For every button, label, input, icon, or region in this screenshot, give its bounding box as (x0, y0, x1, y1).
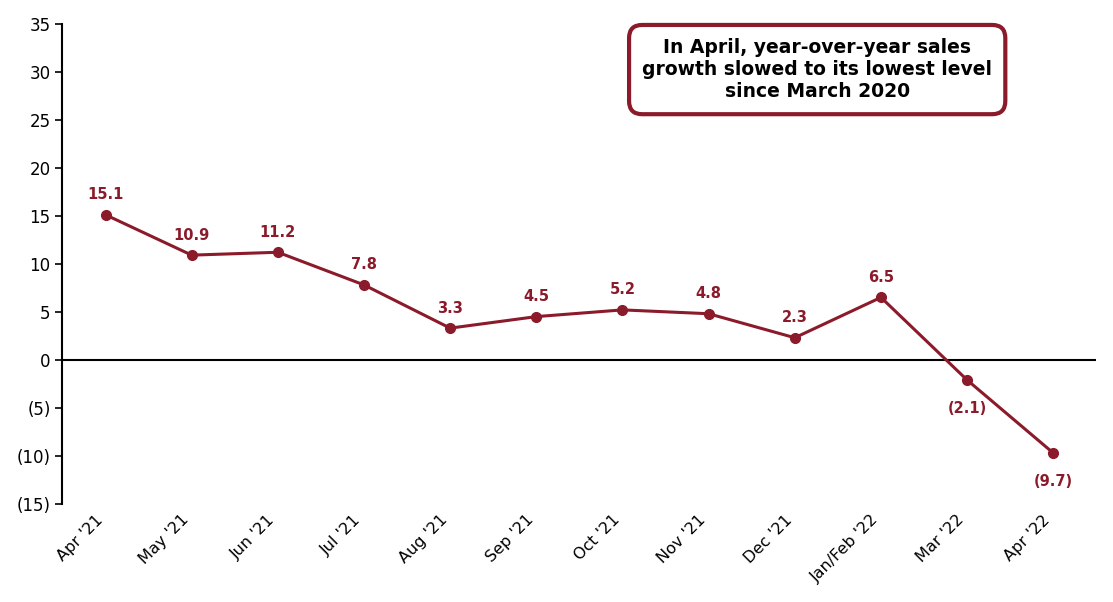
Text: In April, year-over-year sales
growth slowed to its lowest level
since March 202: In April, year-over-year sales growth sl… (642, 38, 992, 101)
Text: 11.2: 11.2 (259, 225, 296, 240)
Text: (2.1): (2.1) (947, 401, 987, 416)
Text: 15.1: 15.1 (87, 187, 124, 202)
Text: 4.5: 4.5 (523, 289, 550, 304)
Text: 3.3: 3.3 (437, 300, 463, 315)
Text: 2.3: 2.3 (781, 310, 808, 325)
Text: 4.8: 4.8 (696, 286, 721, 301)
Text: 5.2: 5.2 (610, 282, 636, 297)
Text: (9.7): (9.7) (1034, 474, 1073, 489)
Text: 6.5: 6.5 (868, 270, 894, 285)
Text: 7.8: 7.8 (351, 258, 377, 273)
Text: 10.9: 10.9 (174, 228, 210, 243)
